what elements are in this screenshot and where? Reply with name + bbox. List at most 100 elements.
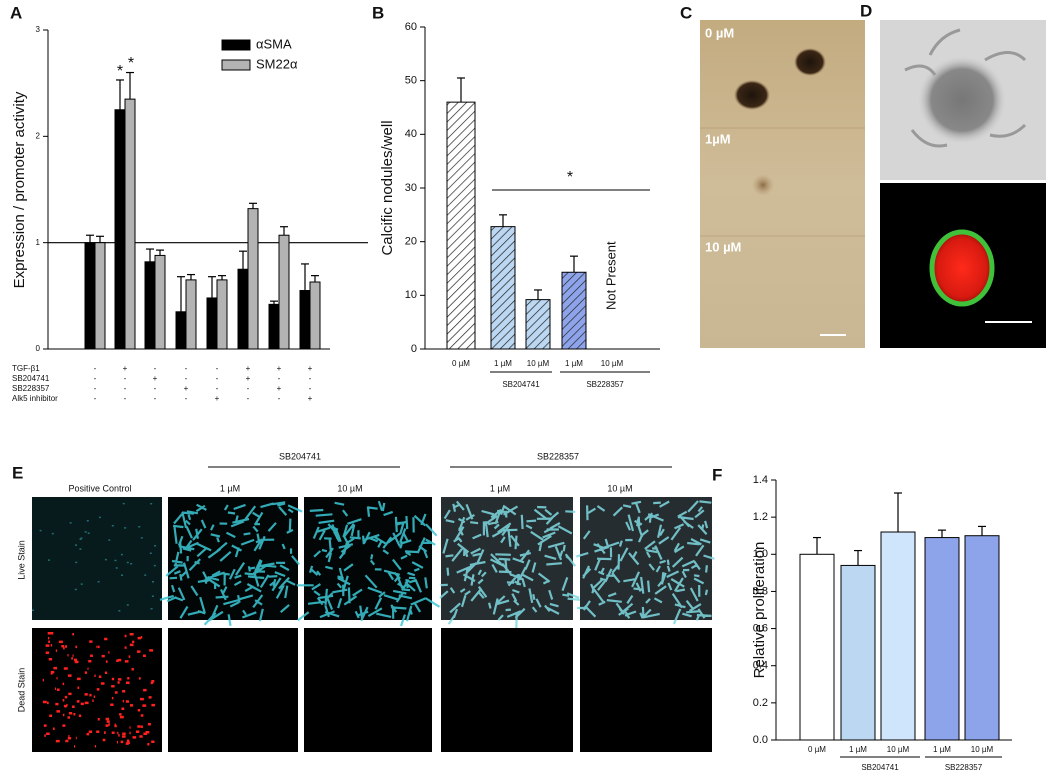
y-tick-label: 30 [405,182,417,194]
bar [185,279,197,350]
bar [309,281,321,350]
y-tick-label: 40 [405,128,417,140]
error-bar [96,235,104,243]
bar [124,98,136,350]
image-label: 0 µM [705,25,734,40]
treatment-sign: + [123,364,128,373]
cell-texture [575,500,715,625]
treatment-sign: + [215,394,220,403]
panel-c-image [700,20,865,348]
significance-star: * [567,169,573,186]
error-bar [813,536,821,555]
error-bar [116,79,124,110]
dead-cells [42,631,155,748]
error-bar [156,249,164,256]
error-bar [570,255,578,273]
treatment-sign: + [246,374,251,383]
y-tick-label: 0.4 [753,660,768,672]
bar [278,234,290,350]
y-tick-label: 1.4 [753,474,768,486]
treatment-name: SB204741 [12,374,50,383]
row-label: Dead Stain [16,668,26,713]
error-bar [499,214,507,227]
panel-letter: C [680,3,692,22]
legend-label: αSMA [256,36,292,51]
error-bar [978,525,986,536]
treatment-sign: + [277,384,282,393]
cell-texture [439,500,580,630]
treatment-sign: - [94,364,97,373]
panel-d-image [880,20,1046,348]
x-tick-label: 10 µM [887,745,910,754]
treatment-sign: - [216,374,219,383]
column-label: 1 µM [490,483,510,493]
treatment-sign: - [154,394,157,403]
column-label: 10 µM [607,483,632,493]
treatment-name: SB228357 [12,384,50,393]
treatment-name: Alk5 inhibitor [12,394,58,403]
stain-image [304,628,432,752]
bar [114,109,126,350]
y-tick-label: 0.0 [753,734,768,746]
stain-image [32,497,162,620]
treatment-sign: - [124,374,127,383]
panel-letter: E [12,463,23,482]
stain-image [580,628,712,752]
group-label: SB204741 [279,451,321,461]
treatment-sign: - [247,384,250,393]
x-tick-label: 1 µM [565,359,583,368]
treatment-sign: - [216,364,219,373]
image-label: 10 µM [705,239,741,254]
treatment-sign: - [94,394,97,403]
x-tick-label: 10 µM [601,359,624,368]
y-tick-label: 0.2 [753,697,768,709]
treatment-sign: - [154,384,157,393]
y-axis-label: Calcific nodules/well [379,120,396,255]
error-bar [854,549,862,566]
group-label: SB204741 [502,380,540,389]
x-tick-label: 10 µM [971,745,994,754]
panel-letter: D [860,1,872,20]
treatment-sign: - [124,384,127,393]
y-tick-label: 20 [405,236,417,248]
legend-label: SM22α [256,56,298,71]
bar [144,261,156,350]
column-label: 1 µM [220,483,240,493]
treatment-sign: - [185,394,188,403]
image-label: 1µM [705,131,731,146]
treatment-sign: - [278,374,281,383]
panel-letter: B [372,3,384,22]
bar [206,297,218,350]
treatment-sign: - [309,384,312,393]
treatment-sign: + [246,364,251,373]
bar [175,311,187,350]
x-tick-label: 1 µM [494,359,512,368]
error-bar [457,77,465,103]
y-tick-label: 2 [36,131,41,140]
treatment-sign: - [309,374,312,383]
bar [561,271,587,350]
bar [216,279,228,350]
stain-image [168,628,298,752]
bar [490,226,516,350]
group-label: SB228357 [586,380,624,389]
bar [154,254,166,350]
legend-swatch [221,59,251,71]
cell-texture [159,501,303,626]
y-tick-label: 50 [405,75,417,87]
y-tick-label: 1.0 [753,548,768,560]
bar [84,242,96,350]
treatment-sign: - [124,394,127,403]
error-bar [187,273,195,280]
panel-letter: A [10,3,22,22]
error-bar [249,202,257,209]
error-bar [218,275,226,280]
error-bar [534,289,542,300]
y-tick-label: 0 [411,343,417,355]
treatment-sign: - [185,364,188,373]
error-bar [311,275,319,283]
treatment-sign: - [94,374,97,383]
bar [237,268,249,350]
column-label: Positive Control [68,483,131,493]
